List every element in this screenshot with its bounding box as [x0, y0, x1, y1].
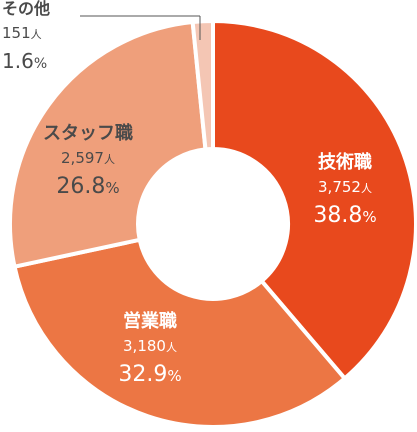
category-label-staff: スタッフ職 — [43, 122, 133, 144]
percent-value-engineering: 38.8 — [313, 203, 362, 228]
slice-other — [190, 18, 215, 152]
count-value-sales: 3,180 — [123, 337, 166, 355]
percent-unit-engineering: % — [362, 208, 376, 226]
count-unit-other: 人 — [31, 28, 42, 41]
percent-label-other: 1.6% — [2, 49, 47, 73]
percent-value-other: 1.6 — [2, 49, 34, 73]
count-unit-engineering: 人 — [361, 182, 372, 195]
category-label-other: その他 — [2, 0, 50, 18]
category-label-engineering: 技術職 — [318, 151, 372, 173]
count-label-staff: 2,597人 — [61, 149, 115, 167]
percent-value-staff: 26.8 — [56, 174, 105, 199]
count-unit-sales: 人 — [166, 341, 177, 354]
percent-label-engineering: 38.8% — [313, 203, 376, 228]
percent-unit-sales: % — [167, 367, 181, 385]
count-value-other: 151 — [2, 24, 31, 42]
count-unit-staff: 人 — [104, 153, 115, 166]
slice-sales — [12, 237, 348, 429]
percent-unit-staff: % — [105, 179, 119, 197]
slice-engineering — [211, 18, 417, 382]
count-label-sales: 3,180人 — [123, 337, 177, 355]
percent-value-sales: 32.9 — [118, 362, 167, 387]
chart-slices — [8, 18, 417, 429]
count-label-other: 151人 — [2, 24, 42, 42]
percent-label-staff: 26.8% — [56, 174, 119, 199]
slice-staff — [8, 19, 208, 270]
count-value-staff: 2,597 — [61, 149, 104, 167]
percent-label-sales: 32.9% — [118, 362, 181, 387]
count-value-engineering: 3,752 — [318, 178, 361, 196]
percent-unit-other: % — [34, 56, 47, 72]
chart-labels: 技術職3,752人38.8%営業職3,180人32.9%スタッフ職2,597人2… — [2, 0, 377, 387]
category-label-sales: 営業職 — [123, 310, 177, 332]
count-label-engineering: 3,752人 — [318, 178, 372, 196]
